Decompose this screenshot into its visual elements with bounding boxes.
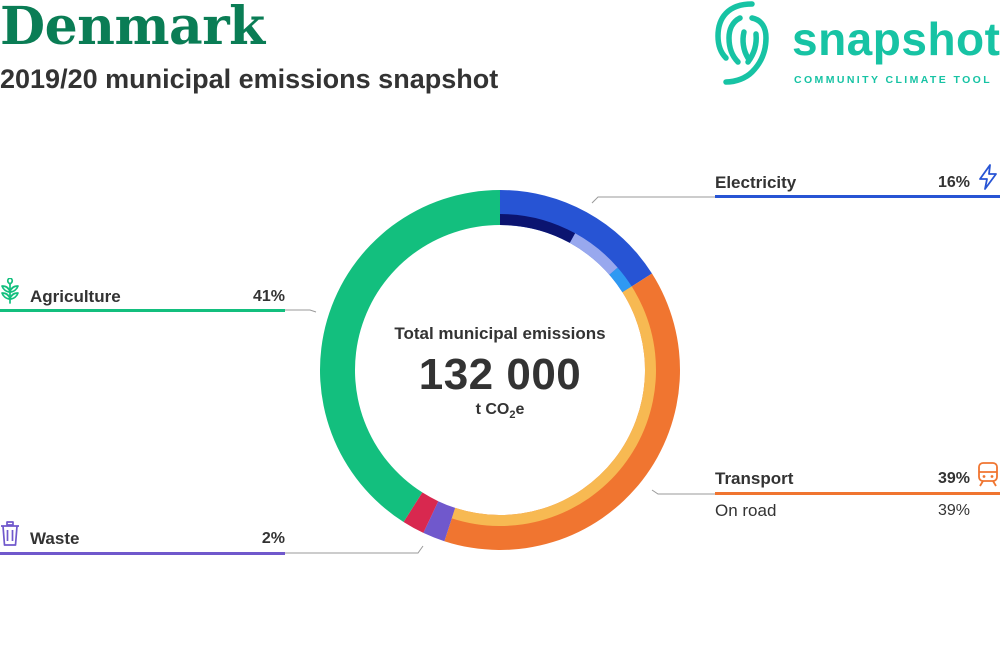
legend-waste-underline [0, 552, 285, 555]
leader-line-agriculture [285, 309, 317, 313]
legend-transport-label: Transport [715, 469, 794, 488]
snapshot-fingerprint-icon [715, 1, 769, 85]
donut-inner-segment-electricity-1 [569, 233, 618, 275]
donut-inner-segment-transport-3 [451, 286, 656, 526]
donut-inner-segment-electricity-0 [500, 214, 576, 243]
logo-tagline: COMMUNITY CLIMATE TOOL [794, 74, 993, 86]
snapshot-logo: snapshot COMMUNITY CLIMATE TOOL [712, 0, 1000, 90]
lightning-icon [979, 164, 997, 190]
train-icon [978, 462, 998, 487]
page-title: Denmark [0, 0, 265, 57]
page-subtitle: 2019/20 municipal emissions snapshot [0, 64, 499, 94]
legend-agriculture-label: Agriculture [30, 287, 121, 306]
leader-lines [285, 196, 715, 554]
center-total-label: Total municipal emissions [394, 324, 606, 343]
legend-waste-pct: 2% [261, 530, 285, 547]
leader-line-transport [651, 489, 715, 495]
legend-electricity-pct: 16% [937, 174, 970, 191]
logo-wordmark: snapshot [792, 13, 1000, 65]
donut-slice-waste [423, 501, 456, 542]
legend-transport-sub-label: On road [715, 501, 777, 520]
legend-agriculture-pct: 41% [252, 288, 285, 305]
donut-slice-other [403, 492, 439, 533]
donut-inner-segment-electricity-2 [609, 267, 632, 293]
center-total-unit: t CO2e [475, 401, 525, 422]
legend-agriculture-underline [0, 309, 285, 312]
plant-icon [1, 278, 19, 304]
donut-slice-agriculture [319, 190, 500, 522]
legend-transport-underline [715, 492, 1000, 495]
leader-line-electricity [591, 196, 715, 204]
trash-icon [1, 521, 19, 546]
center-total-value: 132 000 [418, 350, 582, 399]
legend-electricity-label: Electricity [715, 173, 797, 192]
legend-transport-pct: 39% [937, 470, 970, 487]
legend-waste-label: Waste [30, 529, 80, 548]
donut-slice-transport [444, 273, 681, 550]
leader-line-waste [285, 545, 424, 554]
donut-inner-segments [451, 214, 656, 526]
legend-transport-sub-pct: 39% [937, 502, 970, 519]
legend-electricity-underline [715, 195, 1000, 198]
